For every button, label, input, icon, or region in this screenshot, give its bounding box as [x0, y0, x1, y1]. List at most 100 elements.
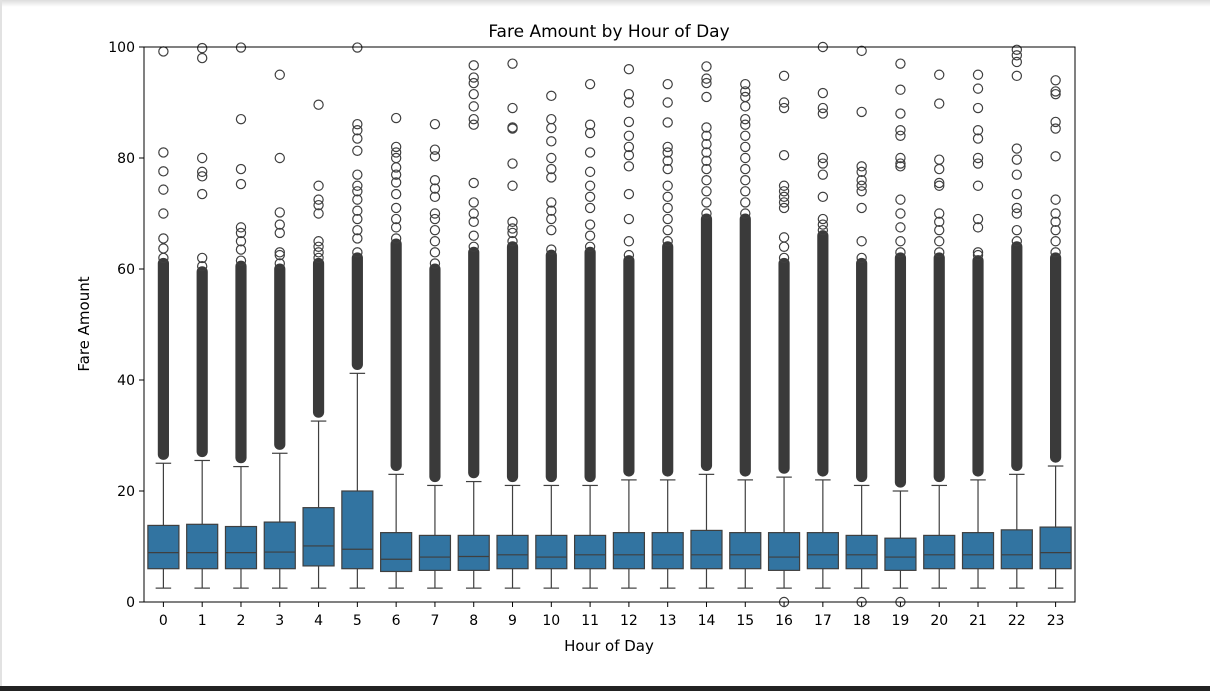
- outlier-point: [623, 188, 635, 200]
- outlier-cluster: [390, 238, 402, 472]
- outlier-point: [468, 60, 479, 71]
- outlier-point: [546, 152, 557, 164]
- y-tick-label: 20: [117, 484, 135, 500]
- outlier-point: [778, 241, 790, 252]
- outlier-point: [623, 63, 635, 75]
- outlier-point: [1011, 169, 1023, 180]
- outlier-point: [701, 91, 712, 103]
- outlier-point: [972, 125, 984, 136]
- outlier-point: [468, 241, 479, 252]
- box-iqr: [1039, 526, 1072, 570]
- outlier-cluster: [351, 252, 363, 371]
- outlier-point: [623, 97, 635, 108]
- outlier-point: [546, 213, 557, 225]
- outlier-point: [1050, 224, 1061, 236]
- outlier-point: [623, 236, 635, 247]
- outlier-point: [662, 236, 673, 247]
- outlier-point: [1011, 143, 1023, 154]
- outlier-point: [352, 224, 363, 236]
- outlier-point: [507, 227, 518, 239]
- outlier-point: [895, 158, 906, 169]
- outlier-point: [352, 42, 363, 53]
- outlier-point: [546, 113, 557, 125]
- outlier-point: [817, 108, 829, 119]
- outlier-point: [429, 258, 441, 269]
- outlier-point: [196, 261, 208, 272]
- outlier-point: [740, 197, 751, 208]
- outlier-point: [778, 186, 790, 197]
- outlier-point: [352, 186, 363, 197]
- outlier-point: [1050, 236, 1061, 247]
- outlier-point: [856, 180, 867, 191]
- box-iqr: [651, 532, 684, 570]
- outlier-point: [352, 133, 363, 144]
- outlier-point: [468, 119, 479, 130]
- outlier-point: [429, 144, 441, 155]
- outlier-point: [235, 244, 247, 255]
- outlier-point: [584, 78, 596, 90]
- outlier-point: [196, 252, 208, 264]
- outlier-point: [701, 197, 712, 208]
- outlier-cluster: [817, 230, 829, 477]
- outlier-point: [429, 191, 441, 203]
- outlier-point: [701, 130, 712, 141]
- x-tick-label: 11: [581, 613, 599, 629]
- outlier-point: [313, 199, 324, 211]
- outlier-point: [740, 113, 751, 125]
- outlier-point: [701, 77, 712, 89]
- outlier-point: [1011, 236, 1023, 247]
- outlier-point: [934, 247, 945, 258]
- outlier-point: [1050, 86, 1061, 97]
- outlier-point: [274, 207, 285, 218]
- outlier-point: [701, 122, 712, 133]
- outlier-point: [158, 166, 169, 177]
- outlier-point: [1011, 50, 1023, 61]
- outlier-point: [196, 52, 208, 64]
- outlier-point: [196, 188, 208, 200]
- outlier-point: [623, 88, 635, 100]
- outlier-cluster: [274, 263, 286, 450]
- outlier-point: [468, 216, 479, 228]
- outlier-point: [1050, 194, 1061, 205]
- outlier-point: [507, 158, 518, 169]
- outlier-point: [1011, 44, 1023, 55]
- outlier-point: [584, 180, 596, 191]
- outlier-point: [313, 252, 324, 264]
- outlier-point: [895, 130, 906, 141]
- outlier-point: [662, 180, 673, 191]
- outlier-point: [158, 233, 169, 244]
- outlier-point: [546, 136, 557, 147]
- outlier-point: [623, 130, 635, 141]
- outlier-point: [546, 197, 557, 208]
- outlier-point: [196, 152, 208, 164]
- outlier-point: [1050, 247, 1061, 258]
- outlier-point: [662, 141, 673, 153]
- outlier-point: [468, 72, 479, 83]
- outlier-point: [934, 177, 945, 189]
- outlier-point: [1011, 224, 1023, 236]
- outlier-point: [934, 208, 945, 219]
- outlier-point: [740, 152, 751, 164]
- outlier-point: [390, 177, 402, 188]
- outlier-point: [1050, 75, 1061, 86]
- outlier-point: [235, 227, 247, 239]
- outlier-cluster: [894, 252, 907, 488]
- top-shadow: [0, 0, 1210, 7]
- box-iqr: [457, 534, 490, 571]
- y-tick-label: 40: [117, 373, 135, 389]
- outlier-point: [817, 169, 829, 180]
- outlier-cluster: [739, 213, 751, 477]
- outlier-point: [740, 163, 751, 175]
- x-tick-label: 2: [237, 613, 246, 629]
- outlier-point: [778, 197, 790, 208]
- outlier-point: [546, 163, 557, 175]
- outlier-point: [390, 169, 402, 180]
- outlier-point: [352, 145, 363, 156]
- outlier-point: [196, 42, 208, 54]
- outlier-point: [895, 152, 906, 164]
- outlier-point: [274, 219, 285, 230]
- outlier-point: [740, 141, 751, 153]
- outlier-point: [158, 184, 169, 195]
- outlier-point: [778, 102, 790, 114]
